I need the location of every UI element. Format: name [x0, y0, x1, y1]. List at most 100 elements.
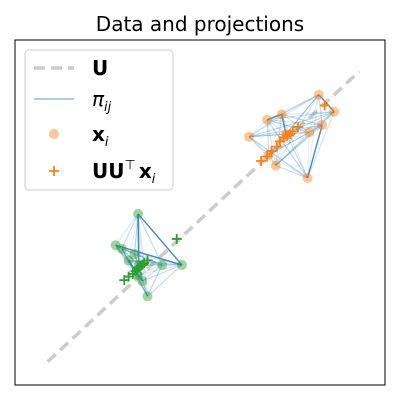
pair-line: [134, 254, 149, 297]
plot-frame: [14, 39, 386, 386]
projection-marker: [293, 121, 304, 132]
pair-line: [266, 119, 310, 133]
pair-line: [307, 132, 310, 179]
data-point: [276, 109, 287, 120]
data-point: [270, 160, 281, 171]
pair-line: [121, 248, 163, 266]
data-point: [157, 259, 168, 270]
pair-line: [137, 213, 149, 297]
pair-line: [275, 114, 283, 166]
data-point: [302, 173, 313, 183]
legend-label-sub: i: [152, 172, 156, 187]
legend-box: [24, 49, 174, 191]
pair-line: [121, 248, 130, 261]
pair-line: [275, 131, 310, 166]
pair-line: [121, 248, 140, 266]
pair-line: [266, 113, 282, 121]
pair-line: [285, 94, 320, 135]
legend-label-subspace: U: [92, 56, 108, 80]
pair-line: [267, 119, 323, 126]
pair-line: [275, 164, 308, 179]
projection-marker: [171, 233, 182, 244]
pair-line: [309, 124, 323, 133]
data-point: [116, 243, 127, 254]
pair-line: [136, 264, 163, 276]
pair-line: [267, 111, 335, 121]
pair-line: [266, 94, 319, 121]
legend-label-points: xi: [92, 122, 109, 150]
data-point: [313, 89, 324, 100]
data-point: [244, 131, 255, 142]
chart-title: Data and projections: [96, 12, 304, 36]
pair-line: [136, 274, 143, 282]
legend-label-x: x: [92, 122, 105, 146]
pair-line: [128, 253, 136, 261]
pair-line: [115, 244, 140, 266]
pair-line: [275, 111, 335, 166]
data-point: [123, 255, 134, 266]
projections-layer: [119, 100, 330, 286]
data-point: [329, 106, 340, 117]
pair-line: [248, 94, 320, 138]
pair-line: [266, 119, 277, 166]
plot-area: [46, 70, 361, 363]
pair-line: [318, 94, 323, 126]
projection-marker: [266, 146, 277, 157]
pair-line: [137, 264, 183, 276]
pair-line: [248, 119, 268, 138]
projection-marker: [271, 141, 282, 152]
pair-line: [281, 114, 287, 135]
legend-swatch-projections: [49, 166, 59, 176]
pair-line: [121, 213, 139, 250]
pair-line: [268, 154, 308, 179]
data-point: [110, 240, 121, 251]
pair-line: [137, 213, 163, 266]
pair-line: [128, 259, 140, 266]
pair-line: [121, 248, 135, 255]
pair-line: [137, 213, 140, 265]
legend-label-uu: UU: [92, 159, 124, 183]
pair-line: [128, 259, 182, 266]
data-point: [137, 276, 148, 287]
pair-line: [134, 253, 183, 266]
projection-marker: [275, 136, 286, 147]
pair-line: [281, 113, 323, 126]
data-point: [142, 291, 153, 302]
data-point: [304, 127, 315, 138]
legend-label-pairs: πij: [92, 87, 112, 115]
pair-line: [248, 111, 335, 138]
pair-line: [281, 94, 320, 115]
pair-line: [307, 111, 335, 179]
legend-swatch-points: [49, 129, 59, 139]
pair-line: [318, 94, 335, 113]
pair-line: [136, 274, 149, 297]
data-point: [133, 208, 144, 219]
data-point: [262, 114, 273, 125]
legend-label-sub: ij: [104, 100, 112, 115]
pair-line: [281, 114, 309, 179]
pair-line: [275, 124, 323, 166]
projection-marker: [319, 100, 330, 111]
pair-line: [248, 136, 277, 166]
data-point: [176, 259, 187, 270]
pair-line: [249, 131, 310, 138]
legend-label-pi: π: [92, 87, 105, 111]
projection-marker: [262, 151, 273, 162]
pair-line: [281, 111, 335, 115]
pair-line: [115, 213, 139, 246]
pair-line: [128, 260, 148, 297]
legend-label-x: x: [139, 159, 152, 183]
projection-marker: [119, 275, 130, 286]
pair-line: [266, 119, 270, 155]
pair-line: [307, 94, 320, 179]
legend-label-sup: ⊤: [124, 158, 135, 173]
subspace-line: [46, 70, 361, 363]
pair-line: [115, 244, 130, 261]
legend-label-projections: UU⊤ xi: [92, 158, 156, 187]
pair-line: [142, 264, 183, 282]
pair-line: [115, 244, 183, 266]
pair-line: [306, 124, 323, 179]
pair-line: [308, 111, 335, 133]
